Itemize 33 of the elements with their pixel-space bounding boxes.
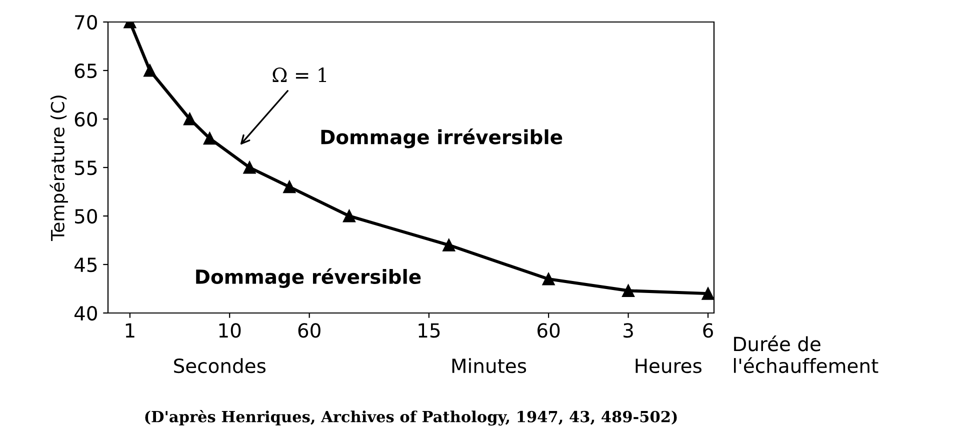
x-tick-label: 3 bbox=[624, 323, 633, 338]
point bbox=[183, 112, 196, 126]
x-tick-label: 6 bbox=[703, 323, 713, 338]
x-tick-label: 15 bbox=[418, 323, 440, 338]
point bbox=[283, 180, 296, 194]
point bbox=[203, 132, 216, 145]
text: Heures bbox=[636, 358, 702, 374]
point bbox=[442, 238, 456, 252]
y-tick-label: 70 bbox=[75, 14, 97, 30]
y-tick-label: 60 bbox=[74, 112, 97, 127]
y-tick-label: 65 bbox=[74, 63, 97, 78]
point bbox=[622, 284, 635, 297]
point bbox=[342, 210, 356, 222]
text: Secondes bbox=[174, 358, 266, 374]
point bbox=[702, 287, 714, 300]
y-axis-title: Température (C) bbox=[50, 96, 68, 241]
x-tick-label: 60 bbox=[298, 323, 320, 338]
y-tick-label: 55 bbox=[75, 160, 97, 176]
x-tick-label: 10 bbox=[219, 323, 241, 338]
text: Minutes bbox=[452, 358, 526, 374]
annotation: Dommage irréversible bbox=[321, 128, 562, 148]
x-tick-label: 60 bbox=[538, 323, 560, 338]
x-axis-title: Durée de l'échauffement bbox=[734, 336, 878, 374]
y-tick-label: 50 bbox=[75, 208, 97, 224]
text: (D'après Henriques, Archives of Pathology, 1947, 43, 489-502) bbox=[145, 410, 677, 426]
point bbox=[542, 272, 555, 286]
point bbox=[243, 161, 256, 174]
y-tick-label: 45 bbox=[74, 258, 97, 272]
y-tick-label: 40 bbox=[74, 306, 97, 321]
x-tick-label: 1 bbox=[126, 323, 134, 338]
annotation: Dommage réversible bbox=[196, 268, 421, 288]
point bbox=[144, 64, 156, 77]
annotation: Ω = 1 bbox=[272, 68, 326, 82]
